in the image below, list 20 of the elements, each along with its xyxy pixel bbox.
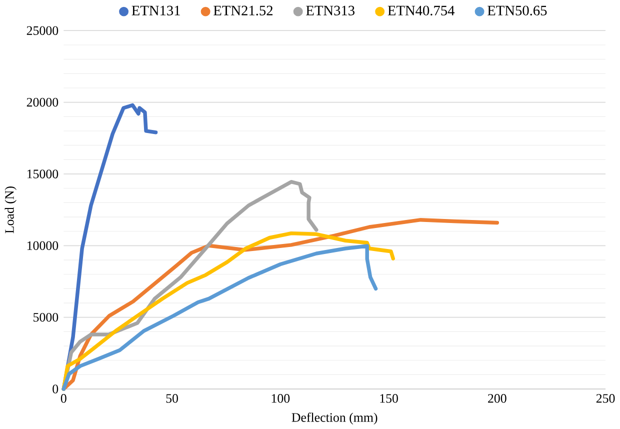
legend-label: ETN313 [306,6,354,16]
y-tick-label: 5000 [34,312,58,322]
line-series [62,218,500,391]
y-tick-label: 15000 [27,169,58,178]
x-tick-label: 250 [596,394,615,403]
x-axis-title: Deflection (mm) [292,412,378,424]
x-tick-label: 50 [166,394,178,403]
x-tick-label: 0 [60,394,66,403]
x-tick-label: 100 [272,394,290,403]
legend-label: ETN50.65 [488,6,547,16]
legend-label: ETN40.754 [388,6,455,16]
legend-label: ETN21.52 [214,6,272,16]
y-tick-label: 25000 [26,26,58,35]
y-tick-label: 20000 [26,98,58,107]
legend-label: ETN131 [132,6,180,16]
y-axis-title: Load (N) [4,186,16,234]
y-tick-label: 10000 [27,241,58,250]
x-tick-label: 200 [488,394,506,403]
y-tick-label: 0 [52,384,58,394]
x-tick-label: 150 [380,394,398,403]
